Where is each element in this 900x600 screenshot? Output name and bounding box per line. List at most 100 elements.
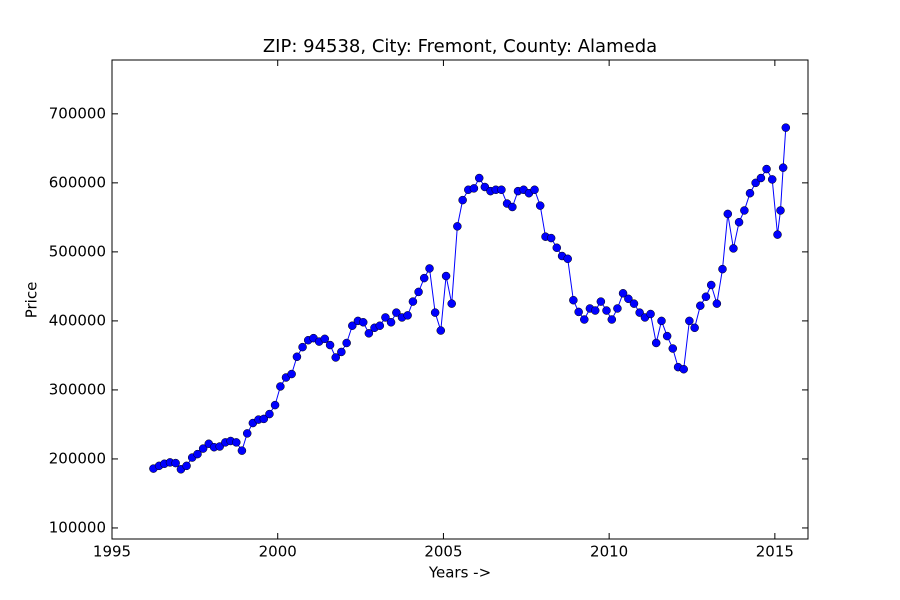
point bbox=[718, 264, 727, 274]
point bbox=[552, 243, 562, 252]
point bbox=[259, 414, 269, 424]
x-axis-label: Years -> bbox=[428, 564, 491, 582]
point bbox=[237, 446, 247, 455]
point bbox=[419, 273, 429, 283]
point bbox=[325, 340, 335, 350]
point bbox=[508, 202, 517, 212]
point bbox=[602, 306, 611, 315]
point bbox=[392, 308, 401, 317]
point bbox=[198, 444, 208, 453]
point bbox=[441, 271, 451, 281]
point bbox=[298, 342, 307, 352]
y-tick-label: 700000 bbox=[49, 104, 106, 122]
x-tick-label: 2010 bbox=[590, 543, 628, 561]
point bbox=[458, 195, 467, 205]
point bbox=[364, 329, 374, 338]
point bbox=[348, 321, 357, 330]
point bbox=[569, 295, 578, 305]
point bbox=[453, 222, 462, 231]
point bbox=[469, 184, 479, 193]
point bbox=[781, 123, 791, 132]
point bbox=[414, 287, 423, 297]
point bbox=[337, 347, 346, 357]
point bbox=[696, 301, 705, 310]
point bbox=[530, 185, 539, 195]
point bbox=[729, 244, 738, 253]
point bbox=[331, 353, 340, 362]
point bbox=[679, 364, 688, 374]
point bbox=[778, 163, 788, 172]
point bbox=[590, 306, 600, 315]
plot-frame bbox=[111, 59, 809, 540]
y-tick-label: 500000 bbox=[49, 242, 106, 260]
point bbox=[193, 449, 202, 459]
point bbox=[657, 316, 666, 326]
point bbox=[668, 344, 678, 353]
x-tick-label: 2015 bbox=[756, 543, 794, 561]
point bbox=[596, 297, 606, 306]
point bbox=[242, 429, 252, 438]
point bbox=[745, 188, 755, 198]
point bbox=[386, 318, 396, 327]
point bbox=[320, 334, 330, 344]
point bbox=[629, 299, 639, 308]
point bbox=[662, 331, 672, 341]
point bbox=[701, 292, 711, 301]
point bbox=[635, 308, 644, 317]
point bbox=[756, 173, 766, 183]
y-tick-label: 600000 bbox=[49, 173, 106, 191]
point bbox=[690, 323, 699, 333]
y-tick-label: 400000 bbox=[49, 311, 106, 329]
point bbox=[563, 254, 572, 264]
point bbox=[651, 338, 661, 348]
point bbox=[740, 206, 749, 215]
point bbox=[447, 299, 456, 308]
point bbox=[776, 206, 785, 215]
point bbox=[751, 178, 760, 188]
point bbox=[403, 311, 412, 320]
point bbox=[580, 315, 589, 324]
point bbox=[276, 382, 285, 391]
point bbox=[734, 217, 744, 227]
point bbox=[430, 308, 440, 317]
point bbox=[358, 318, 368, 327]
point bbox=[723, 209, 733, 219]
point bbox=[618, 289, 628, 298]
point bbox=[287, 369, 296, 379]
point bbox=[624, 294, 633, 304]
point bbox=[292, 352, 302, 362]
point bbox=[607, 315, 617, 324]
point bbox=[375, 321, 385, 330]
x-tick-label: 1995 bbox=[93, 543, 131, 561]
y-tick-label: 300000 bbox=[49, 380, 106, 398]
point bbox=[182, 461, 191, 471]
point bbox=[270, 400, 280, 410]
point bbox=[436, 326, 446, 335]
y-axis-label: Price bbox=[23, 282, 41, 319]
y-tick-label: 100000 bbox=[49, 518, 106, 536]
point bbox=[535, 201, 545, 210]
point bbox=[773, 230, 782, 239]
point bbox=[171, 458, 180, 468]
point bbox=[381, 313, 390, 322]
point bbox=[232, 438, 241, 447]
point bbox=[613, 304, 622, 313]
point bbox=[342, 338, 351, 348]
x-tick-label: 2000 bbox=[259, 543, 297, 561]
point bbox=[546, 233, 556, 243]
point bbox=[474, 173, 484, 183]
point bbox=[767, 175, 777, 184]
point bbox=[706, 280, 716, 290]
point bbox=[265, 409, 274, 419]
point bbox=[712, 299, 722, 308]
point bbox=[497, 185, 506, 195]
point bbox=[574, 307, 583, 317]
point bbox=[408, 297, 418, 306]
x-tick-label: 2005 bbox=[424, 543, 462, 561]
point bbox=[762, 164, 771, 174]
chart-title: ZIP: 94538, City: Fremont, County: Alame… bbox=[263, 36, 657, 57]
y-tick-label: 200000 bbox=[49, 449, 106, 467]
point bbox=[646, 309, 655, 319]
point bbox=[685, 316, 694, 326]
